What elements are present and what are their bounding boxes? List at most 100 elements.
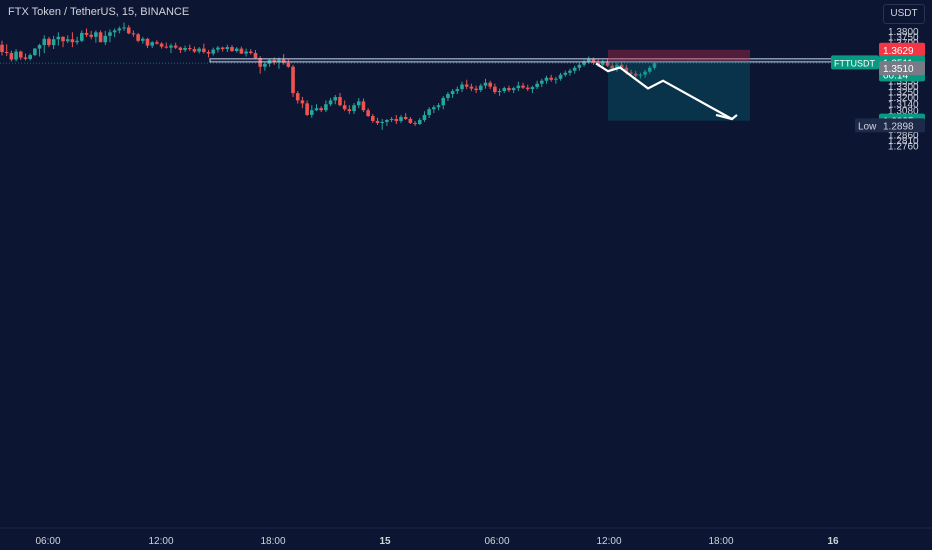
- candle-body[interactable]: [455, 89, 460, 92]
- candle-body[interactable]: [554, 78, 558, 80]
- candle-body[interactable]: [488, 82, 492, 87]
- candle-body[interactable]: [248, 51, 253, 53]
- candle-body[interactable]: [380, 121, 385, 123]
- candle-body[interactable]: [563, 72, 568, 75]
- candle-body[interactable]: [319, 108, 323, 111]
- candle-body[interactable]: [535, 83, 539, 88]
- candle-body[interactable]: [61, 36, 65, 42]
- candle-body[interactable]: [136, 34, 140, 41]
- candle-body[interactable]: [14, 51, 18, 60]
- candle-body[interactable]: [94, 32, 98, 37]
- candle-body[interactable]: [220, 47, 225, 50]
- candle-body[interactable]: [389, 119, 394, 120]
- candle-body[interactable]: [150, 42, 155, 46]
- candle-body[interactable]: [629, 72, 633, 74]
- candle-body[interactable]: [460, 84, 464, 90]
- candle-body[interactable]: [497, 91, 502, 93]
- candle-body[interactable]: [75, 40, 79, 43]
- candle-body[interactable]: [493, 86, 497, 93]
- candle-body[interactable]: [540, 80, 544, 84]
- candle-body[interactable]: [0, 44, 4, 53]
- candle-body[interactable]: [446, 94, 450, 98]
- candle-body[interactable]: [474, 88, 478, 91]
- candle-body[interactable]: [366, 110, 370, 117]
- candle-body[interactable]: [478, 85, 483, 91]
- candle-body[interactable]: [601, 61, 605, 65]
- candle-body[interactable]: [624, 67, 629, 73]
- candle-body[interactable]: [483, 82, 488, 86]
- candle-body[interactable]: [615, 64, 619, 69]
- candle-body[interactable]: [530, 87, 535, 90]
- candle-body[interactable]: [131, 33, 136, 35]
- candle-body[interactable]: [234, 48, 239, 52]
- candle-body[interactable]: [371, 116, 375, 121]
- candle-body[interactable]: [638, 74, 643, 76]
- candle-body[interactable]: [211, 49, 216, 54]
- candle-body[interactable]: [342, 105, 347, 110]
- candle-body[interactable]: [347, 109, 352, 112]
- candle-body[interactable]: [47, 38, 51, 46]
- candle-body[interactable]: [141, 38, 145, 41]
- candle-body[interactable]: [544, 77, 549, 81]
- candle-body[interactable]: [244, 51, 248, 54]
- candle-body[interactable]: [98, 32, 103, 43]
- candle-body[interactable]: [469, 86, 474, 89]
- candle-body[interactable]: [28, 55, 32, 59]
- candle-body[interactable]: [70, 39, 75, 43]
- candle-body[interactable]: [169, 45, 173, 48]
- candle-body[interactable]: [23, 57, 28, 59]
- candle-body[interactable]: [464, 84, 469, 87]
- quote-currency-button[interactable]: USDT: [883, 4, 925, 24]
- candle-body[interactable]: [183, 48, 187, 51]
- candle-body[interactable]: [652, 63, 657, 68]
- candle-body[interactable]: [403, 117, 408, 119]
- candle-body[interactable]: [216, 47, 220, 50]
- candle-body[interactable]: [413, 122, 417, 124]
- candle-body[interactable]: [291, 66, 295, 94]
- candle-body[interactable]: [286, 62, 291, 67]
- candle-body[interactable]: [51, 39, 56, 46]
- candle-body[interactable]: [521, 85, 525, 88]
- candle-body[interactable]: [103, 35, 108, 43]
- candle-body[interactable]: [399, 117, 403, 121]
- candle-body[interactable]: [159, 43, 164, 47]
- candle-body[interactable]: [417, 119, 422, 124]
- candle-body[interactable]: [79, 32, 84, 41]
- candle-body[interactable]: [37, 45, 42, 49]
- candle-body[interactable]: [84, 32, 89, 35]
- candle-body[interactable]: [33, 48, 37, 56]
- candle-body[interactable]: [361, 101, 366, 111]
- candle-body[interactable]: [89, 34, 93, 37]
- candle-body[interactable]: [18, 51, 23, 58]
- candle-body[interactable]: [192, 49, 197, 52]
- candle-body[interactable]: [352, 105, 356, 112]
- candle-body[interactable]: [432, 107, 436, 110]
- candle-body[interactable]: [511, 88, 516, 91]
- candle-body[interactable]: [206, 52, 211, 54]
- candle-body[interactable]: [356, 101, 361, 106]
- candle-body[interactable]: [436, 105, 441, 108]
- candle-body[interactable]: [619, 64, 624, 68]
- candle-body[interactable]: [263, 63, 267, 67]
- candle-body[interactable]: [239, 48, 244, 54]
- candle-body[interactable]: [65, 39, 70, 42]
- candle-body[interactable]: [122, 27, 126, 29]
- candle-body[interactable]: [126, 27, 131, 34]
- candle-body[interactable]: [281, 59, 286, 63]
- candle-body[interactable]: [117, 28, 122, 31]
- candle-body[interactable]: [591, 58, 596, 63]
- candle-body[interactable]: [647, 67, 652, 72]
- candle-body[interactable]: [310, 110, 314, 115]
- candle-body[interactable]: [277, 59, 281, 62]
- candle-body[interactable]: [516, 85, 521, 89]
- candle-body[interactable]: [187, 48, 192, 50]
- candle-body[interactable]: [314, 108, 319, 111]
- candle-body[interactable]: [572, 67, 577, 71]
- candle-body[interactable]: [112, 30, 117, 33]
- candle-body[interactable]: [230, 47, 234, 52]
- candle-body[interactable]: [507, 88, 511, 91]
- candle-body[interactable]: [155, 42, 159, 44]
- candle-body[interactable]: [427, 109, 431, 116]
- candle-body[interactable]: [586, 58, 591, 62]
